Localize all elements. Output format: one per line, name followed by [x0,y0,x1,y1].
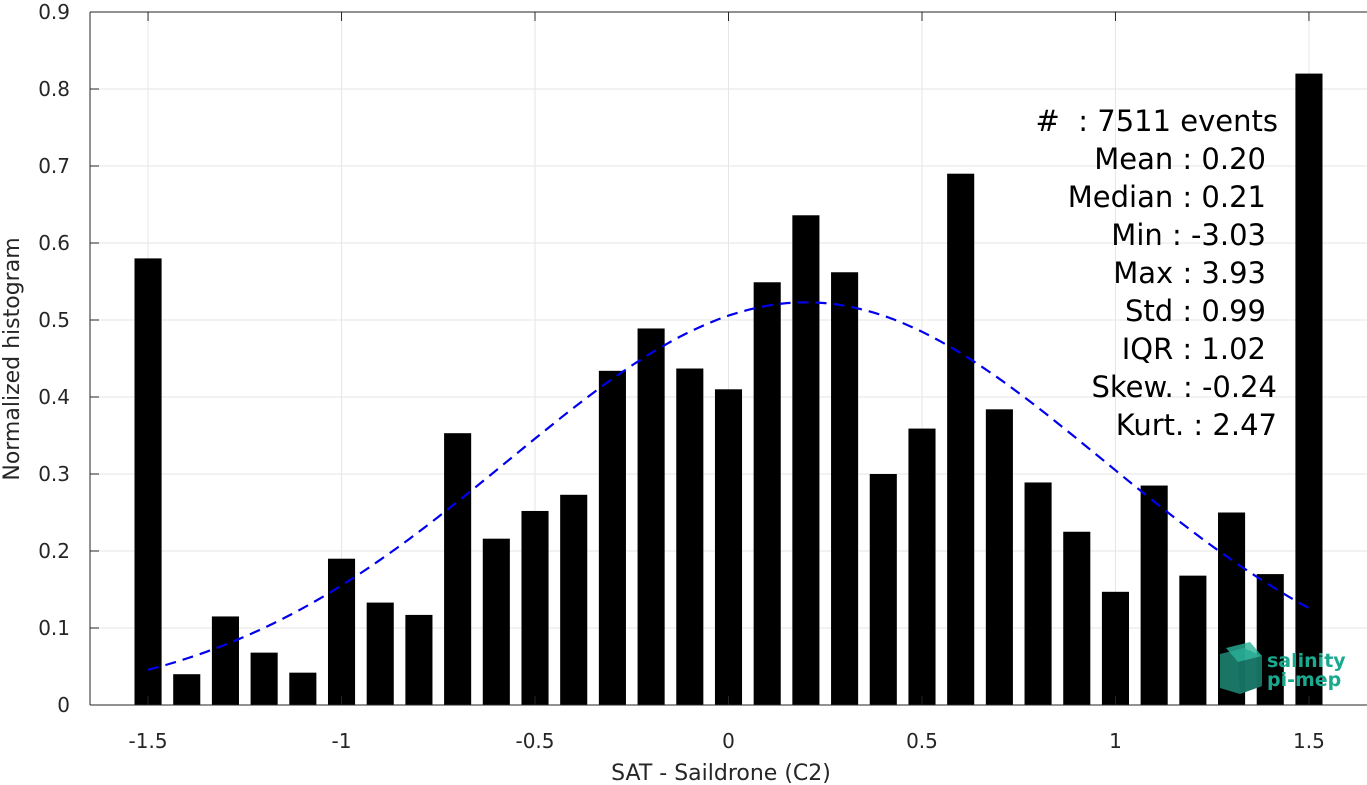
histogram-bar [405,614,433,705]
histogram-bar [1140,485,1168,705]
histogram-bar [1024,482,1052,705]
normal-fit-curve [147,301,1310,671]
histogram-bar [366,602,394,705]
y-tick-labels: 0 0.1 0.2 0.3 0.4 0.5 0.6 0.7 0.8 0.9 [38,0,70,717]
y-tick-label: 0.3 [38,462,70,486]
histogram-bar [869,474,897,705]
histogram-bar [676,368,704,705]
logo-text-pimep: pi-mep [1267,669,1341,691]
y-tick-label: 0 [57,693,70,717]
x-tick-label: -1 [332,729,352,753]
stat-line: # : 7511 events [1036,104,1278,138]
axes-frame [89,11,1367,706]
histogram-bar [1101,591,1130,705]
stat-line: IQR : 1.02 [1122,332,1266,366]
stat-line: Mean : 0.20 [1094,142,1266,176]
x-tick-label: 1 [1109,729,1122,753]
y-tick-label: 0.8 [38,77,70,101]
y-tick-label: 0.1 [38,616,70,640]
histogram-bar [289,672,317,705]
salinity-pimep-logo: salinity pi-mep [1220,642,1346,694]
y-axis-label: Normalized histogram [0,237,25,480]
histogram-bar [1063,531,1091,705]
histogram-bar [327,558,356,705]
x-tick-label: 0.5 [906,729,938,753]
logo-text-salinity: salinity [1267,650,1346,672]
histogram-bar [753,282,781,705]
y-tick-label: 0.6 [38,231,70,255]
histogram-bar [211,616,239,705]
histogram-bar [560,494,588,705]
x-axis-label: SAT - Saildrone (C2) [611,761,831,785]
stat-line: Min : -3.03 [1111,218,1266,252]
histogram-bar [947,173,975,705]
x-tick-label: -1.5 [129,729,168,753]
x-tick-label: -0.5 [515,729,554,753]
stat-line: Std : 0.99 [1125,294,1266,328]
y-tick-label: 0.9 [38,0,70,24]
y-tick-label: 0.2 [38,539,70,563]
y-tick-label: 0.7 [38,154,70,178]
histogram-bars [134,73,1323,706]
histogram-bar [521,510,549,705]
histogram-bar [637,328,665,705]
x-tick-label: 0 [722,729,735,753]
histogram-bar [173,674,201,705]
histogram-bar [908,428,936,705]
stat-line: Kurt. : 2.47 [1116,408,1277,442]
histogram-bar [792,215,820,705]
y-tick-label: 0.5 [38,308,70,332]
histogram-bar [1179,575,1207,705]
histogram-bar [482,538,510,705]
stat-line: Median : 0.21 [1068,180,1266,214]
x-tick-label: 1.5 [1293,729,1325,753]
stat-line: Skew. : -0.24 [1091,370,1277,404]
stat-line: Max : 3.93 [1113,256,1266,290]
y-tick-label: 0.4 [38,385,70,409]
histogram-bar [134,258,162,705]
histogram-bar [444,433,472,705]
histogram-bar [985,409,1013,705]
statistics-box: # : 7511 events Mean : 0.20 Median : 0.21 M… [1036,104,1278,442]
histogram-bar [250,652,278,705]
histogram-bar [598,370,626,705]
x-tick-labels: -1.5 -1 -0.5 0 0.5 1 1.5 [129,729,1325,753]
histogram-bar [714,389,743,705]
histogram-bar [1295,73,1323,706]
histogram-bar [831,272,859,705]
